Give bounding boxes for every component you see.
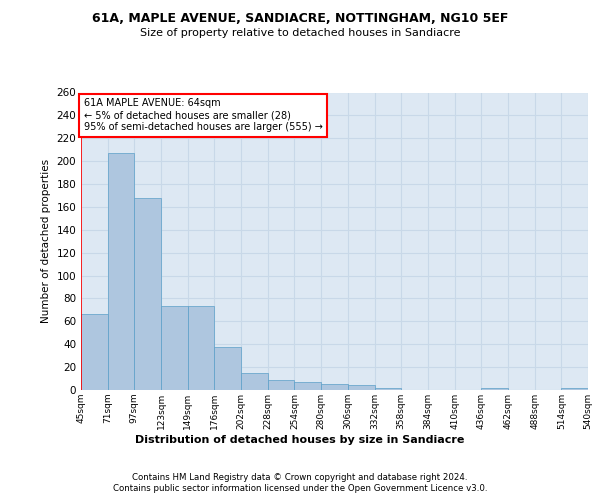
Bar (321, 384, 348, 390)
Bar (214, 346, 241, 390)
Bar (188, 306, 214, 390)
Bar (295, 382, 321, 390)
Text: 61A, MAPLE AVENUE, SANDIACRE, NOTTINGHAM, NG10 5EF: 61A, MAPLE AVENUE, SANDIACRE, NOTTINGHAM… (92, 12, 508, 26)
Text: Size of property relative to detached houses in Sandiacre: Size of property relative to detached ho… (140, 28, 460, 38)
Bar (81, 314, 107, 390)
Bar (268, 380, 295, 390)
Bar (374, 388, 401, 390)
Text: 61A MAPLE AVENUE: 64sqm
← 5% of detached houses are smaller (28)
95% of semi-det: 61A MAPLE AVENUE: 64sqm ← 5% of detached… (83, 98, 322, 132)
Bar (241, 373, 268, 390)
Text: Distribution of detached houses by size in Sandiacre: Distribution of detached houses by size … (136, 435, 464, 445)
Bar (481, 388, 508, 390)
Bar (348, 386, 374, 390)
Bar (161, 306, 188, 390)
Text: Contains HM Land Registry data © Crown copyright and database right 2024.: Contains HM Land Registry data © Crown c… (132, 472, 468, 482)
Bar (134, 198, 161, 390)
Bar (562, 388, 588, 390)
Text: Contains public sector information licensed under the Open Government Licence v3: Contains public sector information licen… (113, 484, 487, 493)
Bar (107, 153, 134, 390)
Y-axis label: Number of detached properties: Number of detached properties (41, 159, 51, 324)
